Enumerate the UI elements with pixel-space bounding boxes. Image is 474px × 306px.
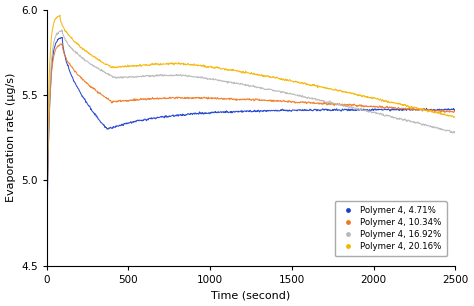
Legend: Polymer 4, 4.71%, Polymer 4, 10.34%, Polymer 4, 16.92%, Polymer 4, 20.16%: Polymer 4, 4.71%, Polymer 4, 10.34%, Pol… bbox=[335, 201, 447, 256]
X-axis label: Time (second): Time (second) bbox=[211, 290, 291, 300]
Y-axis label: Evaporation rate (μg/s): Evaporation rate (μg/s) bbox=[6, 73, 16, 202]
